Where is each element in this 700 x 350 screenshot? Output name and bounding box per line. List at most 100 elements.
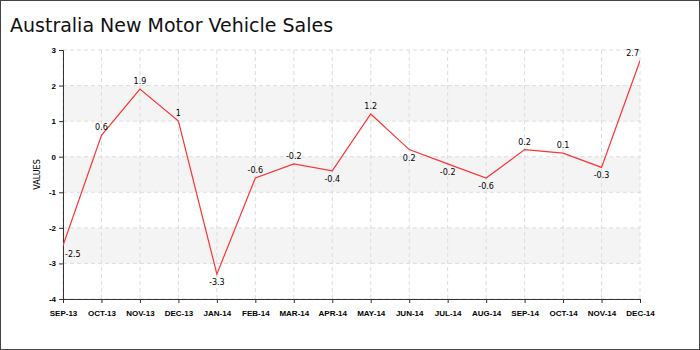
grid-line-x [486, 50, 487, 299]
data-label: -0.6 [248, 166, 264, 175]
data-label: 0.2 [518, 138, 531, 147]
x-tick-mark [63, 299, 64, 303]
data-label: 1.9 [134, 77, 147, 86]
x-tick-label: JUN-14 [396, 309, 424, 318]
y-tick-mark [59, 50, 63, 51]
x-tick-label: NOV-13 [126, 309, 155, 318]
marks [63, 61, 640, 274]
y-tick-label: -1 [49, 188, 57, 197]
x-tick-mark [563, 299, 564, 303]
data-label: -0.4 [324, 175, 340, 184]
y-tick-label: 1 [52, 117, 57, 126]
data-label: 0.6 [95, 123, 108, 132]
y-tick-mark [59, 121, 63, 122]
grid-line-y [63, 263, 640, 264]
x-tick-mark [178, 299, 179, 303]
x-tick-label: OCT-13 [88, 309, 117, 318]
x-tick: OCT-13 [88, 299, 117, 318]
y-tick-mark [59, 86, 63, 87]
x-tick-label: OCT-14 [550, 309, 579, 318]
y-tick: -3 [49, 259, 63, 268]
x-tick-mark [140, 299, 141, 303]
x-tick-label: MAR-14 [279, 309, 309, 318]
data-label: -0.2 [440, 168, 456, 177]
grid-line-y [63, 85, 640, 86]
x-tick: NOV-14 [588, 299, 617, 318]
x-tick-mark [602, 299, 603, 303]
x-tick-mark [640, 299, 641, 303]
x-tick: SEP-13 [50, 299, 78, 318]
x-tick: DEC-14 [626, 299, 655, 318]
x-tick-label: AUG-14 [472, 309, 502, 318]
x-axis: SEP-13 OCT-13 NOV-13 DEC-13 JAN-14 FEB-14 MAR-… [50, 299, 656, 318]
bands [63, 86, 640, 264]
band [63, 86, 640, 122]
grid-line-x [563, 50, 564, 299]
x-tick-mark [486, 299, 487, 303]
y-tick: 1 [52, 117, 63, 126]
y-tick: 3 [52, 46, 63, 55]
band [63, 228, 640, 264]
x-tick: JUL-14 [435, 299, 462, 318]
x-tick-mark [101, 299, 102, 303]
data-labels: -2.5 0.6 1.9 1 -3.3 -0.6 -0.2 -0.4 1.2 0.2 -0.2 -0.… [65, 49, 639, 287]
data-label: -2.5 [65, 250, 81, 259]
x-tick: JAN-14 [204, 299, 232, 318]
x-tick: NOV-13 [126, 299, 155, 318]
data-label: -3.3 [209, 278, 225, 287]
x-tick: MAR-14 [279, 299, 309, 318]
grid-line-x [178, 50, 179, 299]
y-tick: 0 [52, 153, 63, 162]
x-tick-label: JAN-14 [204, 309, 232, 318]
grid-line-y [63, 192, 640, 193]
x-tick-label: SEP-14 [511, 309, 539, 318]
data-label: 1.2 [364, 102, 377, 111]
line [63, 61, 640, 274]
x-tick-label: MAY-14 [357, 309, 386, 318]
y-axis-line [59, 51, 64, 300]
y-tick: -4 [49, 295, 63, 304]
grid-line-x [139, 50, 140, 299]
y-tick-mark [59, 192, 63, 193]
y-tick-mark [59, 157, 63, 158]
x-tick: DEC-13 [165, 299, 194, 318]
x-tick-label: APR-14 [319, 309, 348, 318]
grid-line-y [63, 121, 640, 122]
y-tick: 2 [52, 82, 63, 91]
x-tick-label: JUL-14 [435, 309, 462, 318]
chart: -4 -3 -2 -1 0 1 2 3 SEP-13 OCT-13 NOV-13 DEC-13 JAN-… [0, 0, 700, 350]
data-label: -0.3 [594, 171, 610, 180]
data-label: -0.2 [286, 152, 302, 161]
x-tick-mark [332, 299, 333, 303]
y-tick-mark [59, 263, 63, 264]
data-label: -0.6 [478, 182, 494, 191]
x-tick: APR-14 [319, 299, 348, 318]
y-tick: -1 [49, 188, 63, 197]
x-tick-label: SEP-13 [50, 309, 78, 318]
x-tick-mark [294, 299, 295, 303]
y-tick-label: 2 [52, 82, 57, 91]
x-tick: SEP-14 [511, 299, 539, 318]
grid-line-y [63, 50, 640, 51]
x-tick-mark [371, 299, 372, 303]
x-tick-label: FEB-14 [242, 309, 270, 318]
x-tick: OCT-14 [550, 299, 579, 318]
x-tick-mark [409, 299, 410, 303]
grid-line-y [63, 227, 640, 228]
y-tick-label: -2 [49, 224, 57, 233]
x-tick-mark [217, 299, 218, 303]
y-tick-label: 0 [52, 153, 57, 162]
x-tick: FEB-14 [242, 299, 270, 318]
data-label: 1 [176, 109, 181, 118]
title: Australia New Motor Vehicle Sales [10, 14, 333, 36]
plot: -4 -3 -2 -1 0 1 2 3 SEP-13 OCT-13 NOV-13 DEC-13 JAN-… [49, 46, 655, 318]
grid-line-x [293, 50, 294, 299]
band [63, 157, 640, 193]
grid [63, 50, 640, 299]
x-axis-line [64, 300, 641, 304]
y-tick-label: -4 [49, 295, 57, 304]
grid-line-x [524, 50, 525, 299]
y-axis-title: VALUES [33, 159, 42, 189]
y-tick-mark [59, 228, 63, 229]
grid-line-x [216, 50, 217, 299]
